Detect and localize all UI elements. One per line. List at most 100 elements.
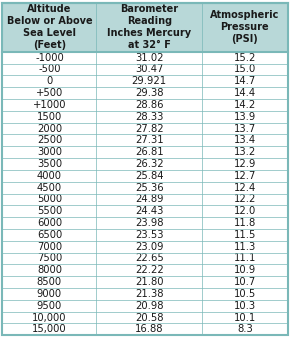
Text: 28.33: 28.33 <box>135 112 164 122</box>
Text: 11.5: 11.5 <box>234 230 256 240</box>
Text: 26.32: 26.32 <box>135 159 164 169</box>
Bar <box>202 3 288 52</box>
Text: 26.81: 26.81 <box>135 147 164 157</box>
Bar <box>2 241 97 252</box>
Text: 6500: 6500 <box>37 230 62 240</box>
Text: 12.9: 12.9 <box>234 159 256 169</box>
Text: 23.53: 23.53 <box>135 230 164 240</box>
Bar <box>97 135 202 146</box>
Bar <box>2 146 97 158</box>
Bar <box>97 146 202 158</box>
Text: 13.7: 13.7 <box>234 123 256 134</box>
Bar <box>2 288 97 300</box>
Bar <box>2 229 97 241</box>
Bar <box>97 182 202 193</box>
Text: 10.3: 10.3 <box>234 301 256 311</box>
Text: 2500: 2500 <box>37 135 62 145</box>
Text: 4000: 4000 <box>37 171 62 181</box>
Text: -1000: -1000 <box>35 53 64 63</box>
Bar <box>202 182 288 193</box>
Text: 13.4: 13.4 <box>234 135 256 145</box>
Bar <box>202 252 288 264</box>
Bar <box>202 111 288 123</box>
Bar <box>202 312 288 323</box>
Bar <box>97 75 202 87</box>
Bar <box>97 323 202 335</box>
Bar <box>2 323 97 335</box>
Bar <box>97 52 202 64</box>
Text: 10.7: 10.7 <box>234 277 256 287</box>
Bar <box>202 158 288 170</box>
Bar <box>97 217 202 229</box>
Text: 9500: 9500 <box>37 301 62 311</box>
Text: 13.9: 13.9 <box>234 112 256 122</box>
Bar <box>202 241 288 252</box>
Bar <box>2 217 97 229</box>
Bar <box>97 123 202 135</box>
Text: 28.86: 28.86 <box>135 100 164 110</box>
Text: Barometer
Reading
Inches Mercury
at 32° F: Barometer Reading Inches Mercury at 32° … <box>107 4 191 50</box>
Bar <box>97 300 202 312</box>
Bar <box>202 193 288 205</box>
Bar <box>97 288 202 300</box>
Text: 29.921: 29.921 <box>132 76 167 86</box>
Text: 24.43: 24.43 <box>135 206 164 216</box>
Text: 25.84: 25.84 <box>135 171 164 181</box>
Bar <box>2 252 97 264</box>
Bar <box>2 193 97 205</box>
Bar <box>97 170 202 182</box>
Text: 9000: 9000 <box>37 289 62 299</box>
Text: 4500: 4500 <box>37 183 62 193</box>
Text: 11.8: 11.8 <box>234 218 256 228</box>
Text: 21.80: 21.80 <box>135 277 164 287</box>
Text: 7000: 7000 <box>37 242 62 252</box>
Bar <box>202 75 288 87</box>
Bar <box>97 241 202 252</box>
Bar <box>2 99 97 111</box>
Text: 14.4: 14.4 <box>234 88 256 98</box>
Text: 10,000: 10,000 <box>32 313 67 322</box>
Bar <box>2 170 97 182</box>
Bar <box>202 64 288 75</box>
Text: 12.2: 12.2 <box>234 194 256 204</box>
Text: 27.31: 27.31 <box>135 135 164 145</box>
Bar <box>97 252 202 264</box>
Text: -500: -500 <box>38 65 61 74</box>
Text: 31.02: 31.02 <box>135 53 164 63</box>
Bar <box>97 205 202 217</box>
Bar <box>202 264 288 276</box>
Text: 23.09: 23.09 <box>135 242 164 252</box>
Bar <box>97 312 202 323</box>
Bar <box>202 52 288 64</box>
Bar <box>2 276 97 288</box>
Text: 23.98: 23.98 <box>135 218 164 228</box>
Text: +1000: +1000 <box>33 100 66 110</box>
Bar <box>2 182 97 193</box>
Bar <box>202 300 288 312</box>
Bar <box>202 87 288 99</box>
Bar <box>202 146 288 158</box>
Bar <box>97 193 202 205</box>
Bar <box>97 3 202 52</box>
Bar <box>202 276 288 288</box>
Text: 3500: 3500 <box>37 159 62 169</box>
Bar <box>202 217 288 229</box>
Text: 25.36: 25.36 <box>135 183 164 193</box>
Text: 7500: 7500 <box>37 254 62 264</box>
Bar <box>202 135 288 146</box>
Bar <box>97 99 202 111</box>
Bar <box>202 323 288 335</box>
Text: 30.47: 30.47 <box>135 65 164 74</box>
Text: 8500: 8500 <box>37 277 62 287</box>
Bar <box>2 64 97 75</box>
Text: 10.1: 10.1 <box>234 313 256 322</box>
Text: 8000: 8000 <box>37 265 62 275</box>
Text: 5000: 5000 <box>37 194 62 204</box>
Bar <box>202 229 288 241</box>
Text: 29.38: 29.38 <box>135 88 164 98</box>
Bar <box>2 205 97 217</box>
Text: 0: 0 <box>46 76 52 86</box>
Bar <box>2 158 97 170</box>
Bar <box>2 312 97 323</box>
Text: +500: +500 <box>36 88 63 98</box>
